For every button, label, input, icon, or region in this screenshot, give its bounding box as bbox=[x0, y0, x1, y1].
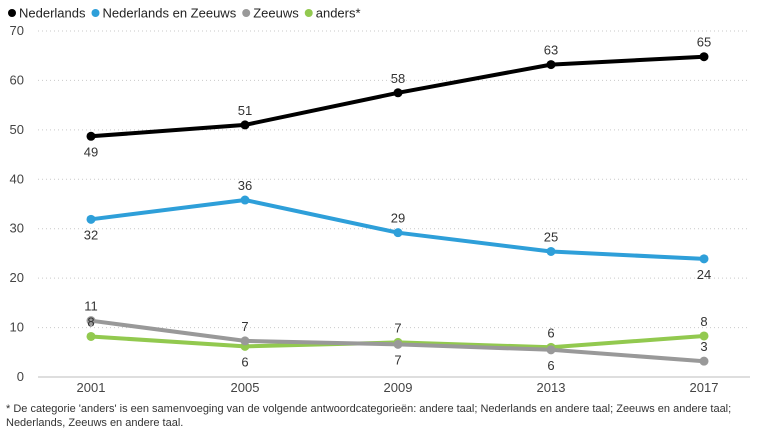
y-tick-label: 50 bbox=[10, 122, 24, 137]
data-label: 36 bbox=[238, 178, 252, 193]
data-label: 8 bbox=[87, 314, 94, 329]
x-tick-label: 2009 bbox=[384, 380, 413, 395]
legend-marker bbox=[242, 9, 251, 17]
legend: Nederlands Nederlands en Zeeuws Zeeuws ande… bbox=[8, 6, 361, 21]
data-point bbox=[393, 88, 403, 98]
data-point bbox=[546, 345, 556, 355]
data-point bbox=[86, 214, 96, 224]
data-label: 7 bbox=[241, 319, 248, 334]
data-label: 11 bbox=[84, 299, 98, 314]
data-label: 29 bbox=[391, 211, 405, 226]
x-tick-label: 2005 bbox=[231, 380, 260, 395]
line-chart: 0 10 20 30 40 50 60 70 2001 2005 2009 2013 2017 49 5… bbox=[8, 6, 750, 395]
data-point bbox=[240, 195, 250, 205]
x-tick-label: 2017 bbox=[690, 380, 719, 395]
legend-label: Nederlands en Zeeuws bbox=[103, 6, 237, 21]
data-label: 32 bbox=[84, 227, 98, 242]
legend-marker bbox=[304, 9, 313, 17]
legend-label: Nederlands bbox=[19, 6, 86, 21]
data-label: 6 bbox=[547, 358, 554, 373]
data-point bbox=[393, 228, 403, 238]
legend-marker bbox=[91, 9, 100, 17]
data-point bbox=[86, 316, 96, 326]
legend-label: Zeeuws bbox=[253, 6, 299, 21]
y-tick-label: 60 bbox=[10, 72, 24, 87]
x-tick-label: 2013 bbox=[537, 380, 566, 395]
data-point bbox=[699, 254, 709, 264]
data-point bbox=[393, 339, 403, 349]
legend-label: anders* bbox=[316, 6, 361, 21]
legend-marker bbox=[8, 9, 16, 17]
data-point bbox=[240, 120, 250, 130]
data-point bbox=[240, 336, 250, 346]
data-label: 49 bbox=[84, 144, 98, 159]
data-point bbox=[546, 246, 556, 256]
data-label: 8 bbox=[700, 314, 707, 329]
data-point bbox=[86, 131, 96, 141]
footnote: * De categorie 'anders' is een samenvoeg… bbox=[6, 403, 732, 429]
x-tick-label: 2001 bbox=[77, 380, 106, 395]
data-label: 6 bbox=[241, 354, 248, 369]
data-label: 63 bbox=[544, 43, 558, 58]
y-axis: 0 10 20 30 40 50 60 70 bbox=[10, 23, 24, 384]
gridlines bbox=[38, 30, 750, 329]
y-tick-label: 70 bbox=[10, 23, 24, 38]
y-tick-label: 0 bbox=[17, 369, 24, 384]
data-label: 58 bbox=[391, 71, 405, 86]
data-point bbox=[699, 356, 709, 366]
data-label: 65 bbox=[697, 35, 711, 50]
data-point bbox=[699, 52, 709, 62]
data-label: 51 bbox=[238, 103, 252, 118]
data-point bbox=[86, 331, 96, 341]
x-axis: 2001 2005 2009 2013 2017 bbox=[38, 376, 750, 395]
data-label: 6 bbox=[547, 325, 554, 340]
data-label: 25 bbox=[544, 229, 558, 244]
data-point bbox=[546, 60, 556, 70]
y-tick-label: 20 bbox=[10, 270, 24, 285]
y-tick-label: 10 bbox=[10, 320, 24, 335]
data-label: 24 bbox=[697, 267, 711, 282]
series-lines bbox=[89, 54, 706, 364]
data-label: 7 bbox=[394, 320, 401, 335]
y-tick-label: 40 bbox=[10, 171, 24, 186]
data-label: 7 bbox=[394, 352, 401, 367]
y-tick-label: 30 bbox=[10, 221, 24, 236]
series-points bbox=[86, 52, 709, 366]
data-label: 3 bbox=[700, 339, 707, 354]
data-point bbox=[699, 331, 709, 341]
